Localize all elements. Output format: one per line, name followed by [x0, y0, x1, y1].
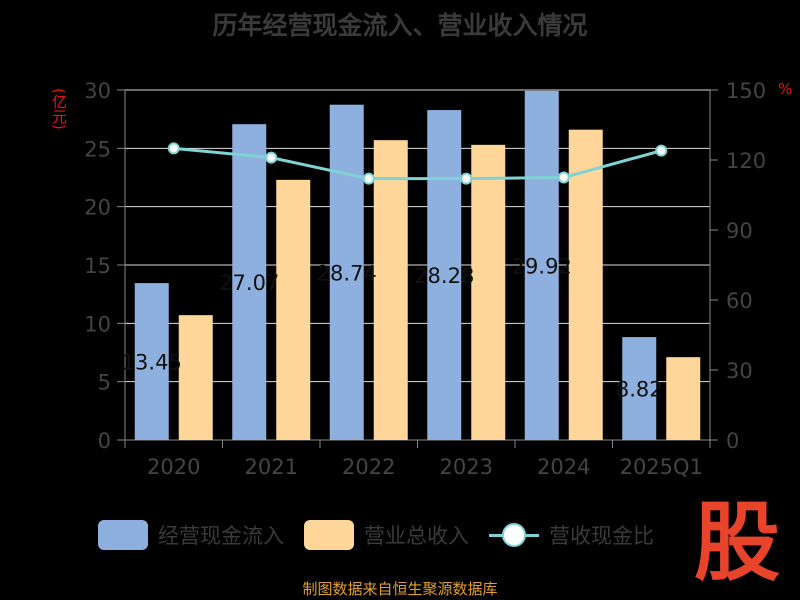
y-left-tick-label: 25 [84, 137, 111, 161]
ratio-point [655, 144, 668, 157]
x-tick-label: 2022 [342, 455, 395, 479]
y-right-tick-label: 30 [726, 359, 753, 383]
legend-label-ratio: 营收现金比 [549, 524, 654, 548]
x-tick-label: 2020 [147, 455, 200, 479]
y-left-tick-label: 5 [98, 371, 111, 395]
x-tick-label: 2021 [245, 455, 298, 479]
data-label-cash-inflow: 27.07 [219, 271, 279, 295]
ratio-point [167, 142, 180, 155]
y-left-tick-label: 30 [84, 79, 111, 103]
legend-swatch-cash-inflow [98, 520, 148, 550]
right-axis-unit: % [778, 80, 793, 98]
x-tick-label: 2023 [440, 455, 493, 479]
stock-logo-icon: 股 [694, 492, 780, 593]
legend-item-ratio[interactable]: 营收现金比 [489, 520, 654, 550]
chart-title: 历年经营现金流入、营业收入情况 [212, 11, 588, 40]
bar-revenue [666, 357, 701, 440]
bar-revenue [276, 179, 311, 441]
data-label-cash-inflow: 28.28 [414, 264, 474, 288]
bar-revenue [568, 129, 603, 440]
bar-revenue [373, 140, 408, 440]
ratio-line [173, 146, 662, 181]
legend-label-revenue: 营业总收入 [364, 524, 469, 548]
legend-swatch-revenue [304, 520, 354, 550]
y-right-tick-label: 60 [726, 289, 753, 313]
bar-cash-inflow [524, 90, 559, 440]
y-right-tick-label: 0 [726, 429, 739, 453]
bar-revenue [471, 144, 506, 441]
y-left-tick-label: 0 [98, 429, 111, 453]
y-right-tick-label: 90 [726, 219, 753, 243]
bar-cash-inflow [427, 110, 462, 441]
bar-cash-inflow [232, 124, 267, 440]
chart-legend: 经营现金流入 营业总收入 营收现金比 [98, 518, 674, 552]
legend-item-revenue[interactable]: 营业总收入 [304, 520, 469, 550]
data-label-cash-inflow: 28.74 [317, 261, 377, 285]
legend-label-cash-inflow: 经营现金流入 [158, 524, 284, 548]
data-label-cash-inflow: 29.92 [512, 254, 572, 278]
data-label-cash-inflow: 8.82 [616, 378, 663, 402]
y-left-tick-label: 20 [84, 196, 111, 220]
ratio-point [557, 171, 570, 184]
legend-item-cash-inflow[interactable]: 经营现金流入 [98, 520, 284, 550]
x-tick-label: 2024 [537, 455, 590, 479]
bar-cash-inflow [134, 283, 169, 440]
data-source-note: 制图数据来自恒生聚源数据库 [302, 580, 498, 598]
y-right-tick-label: 150 [726, 79, 766, 103]
y-right-tick-label: 120 [726, 149, 766, 173]
data-label-cash-inflow: 13.45 [122, 351, 182, 375]
bar-revenue [178, 315, 213, 440]
ratio-point [362, 172, 375, 185]
y-left-tick-label: 10 [84, 312, 111, 336]
bar-cash-inflow [622, 337, 657, 440]
ratio-point [460, 172, 473, 185]
y-left-tick-label: 15 [84, 254, 111, 278]
ratio-point [265, 151, 278, 164]
legend-line-marker-icon [489, 520, 539, 550]
x-tick-label: 2025Q1 [620, 455, 703, 479]
left-axis-unit: (亿元) [50, 88, 68, 130]
bar-cash-inflow [329, 104, 364, 440]
